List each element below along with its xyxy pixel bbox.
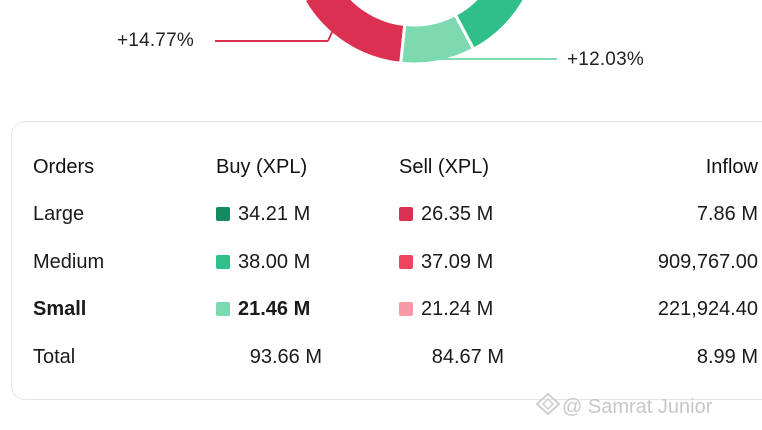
callout-line-red-tick (327, 29, 334, 42)
callout-label-small-buy: +12.03% (567, 49, 644, 70)
row-label-small: Small (33, 298, 87, 320)
donut-segment-small-buy (399, 12, 476, 66)
sell-value-large: 26.35 M (421, 203, 494, 225)
donut-segment-large-sell (301, 0, 407, 65)
inflow-value-small: 221,924.40 (657, 298, 758, 320)
inflow-value-total: 8.99 M (696, 346, 758, 368)
watermark: @ Samrat Junior (536, 393, 712, 419)
header-inflow: Inflow (705, 156, 758, 178)
header-buy: Buy (XPL) (216, 156, 308, 178)
inflow-value-large: 7.86 M (696, 203, 758, 225)
buy-cell-medium: 38.00 M (216, 250, 310, 274)
donut-segment-medium-buy (453, 0, 526, 52)
header-orders: Orders (33, 156, 95, 178)
row-label-medium: Medium (33, 251, 105, 273)
sell-cell-large: 26.35 M (399, 202, 493, 226)
sell-swatch-large (399, 207, 413, 221)
buy-value-total: 93.66 M (249, 346, 322, 368)
row-label-large: Large (33, 203, 85, 225)
buy-cell-large: 34.21 M (216, 202, 310, 226)
buy-swatch-large (216, 207, 230, 221)
header-sell: Sell (XPL) (399, 156, 490, 178)
sell-value-medium: 37.09 M (421, 251, 494, 273)
row-label-total: Total (33, 346, 76, 368)
diamond-logo-icon (536, 393, 560, 415)
sell-swatch-small (399, 302, 413, 316)
sell-cell-medium: 37.09 M (399, 250, 493, 274)
buy-swatch-small (216, 302, 230, 316)
donut-chart (215, 0, 557, 66)
watermark-text: @ Samrat Junior (562, 396, 713, 418)
buy-swatch-medium (216, 255, 230, 269)
buy-value-medium: 38.00 M (238, 251, 311, 273)
orders-card (11, 121, 762, 400)
callout-label-large-sell: +14.77% (117, 30, 194, 51)
sell-swatch-medium (399, 255, 413, 269)
buy-cell-small: 21.46 M (216, 297, 310, 321)
buy-value-small: 21.46 M (238, 298, 311, 320)
sell-value-small: 21.24 M (421, 298, 494, 320)
buy-value-large: 34.21 M (238, 203, 311, 225)
sell-cell-small: 21.24 M (399, 297, 493, 321)
sell-value-total: 84.67 M (431, 346, 504, 368)
inflow-value-medium: 909,767.00 (657, 251, 758, 273)
